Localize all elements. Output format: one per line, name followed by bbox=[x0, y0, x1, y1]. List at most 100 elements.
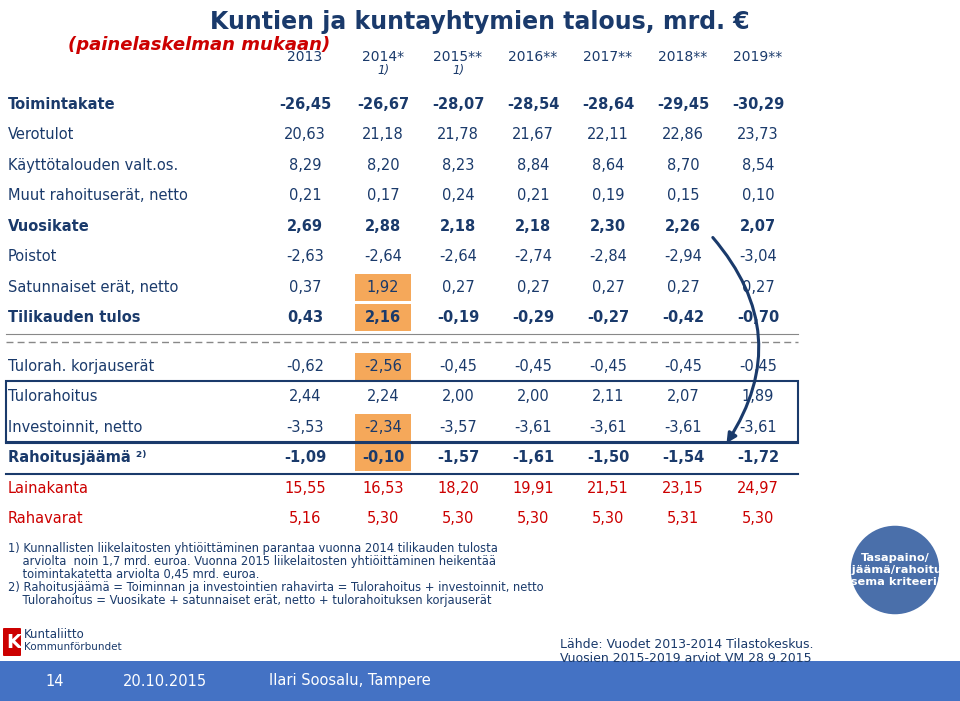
Text: 21,78: 21,78 bbox=[437, 128, 479, 142]
Text: -0,45: -0,45 bbox=[514, 359, 552, 374]
Text: 23,73: 23,73 bbox=[737, 128, 779, 142]
Text: Investoinnit, netto: Investoinnit, netto bbox=[8, 420, 142, 435]
Text: 22,11: 22,11 bbox=[588, 128, 629, 142]
Text: 8,23: 8,23 bbox=[442, 158, 474, 172]
Text: -2,34: -2,34 bbox=[364, 420, 402, 435]
Text: -2,64: -2,64 bbox=[364, 250, 402, 264]
Text: -0,62: -0,62 bbox=[286, 359, 324, 374]
Text: -28,54: -28,54 bbox=[507, 97, 559, 111]
Text: -0,29: -0,29 bbox=[512, 311, 554, 325]
Text: -26,67: -26,67 bbox=[357, 97, 409, 111]
Text: K: K bbox=[6, 632, 21, 651]
Text: 14: 14 bbox=[46, 674, 64, 688]
Text: (painelaskelman mukaan): (painelaskelman mukaan) bbox=[68, 36, 330, 54]
Text: Kuntaliitto: Kuntaliitto bbox=[24, 629, 84, 641]
Text: Tulorahoitus: Tulorahoitus bbox=[8, 389, 98, 404]
Text: -0,70: -0,70 bbox=[737, 311, 780, 325]
Text: -3,04: -3,04 bbox=[739, 250, 777, 264]
Text: 0,27: 0,27 bbox=[742, 280, 775, 294]
Text: -1,72: -1,72 bbox=[737, 450, 780, 465]
Text: 5,16: 5,16 bbox=[289, 511, 322, 526]
Text: Tulorah. korjauserät: Tulorah. korjauserät bbox=[8, 359, 155, 374]
Text: 5,30: 5,30 bbox=[442, 511, 474, 526]
Text: 2013: 2013 bbox=[287, 50, 323, 64]
Text: 16,53: 16,53 bbox=[362, 481, 404, 496]
Text: 2,18: 2,18 bbox=[515, 219, 551, 233]
Bar bbox=[355, 304, 411, 331]
Text: toimintakatetta arviolta 0,45 mrd. euroa.: toimintakatetta arviolta 0,45 mrd. euroa… bbox=[8, 568, 259, 581]
Text: 0,37: 0,37 bbox=[289, 280, 322, 294]
Text: Rahavarat: Rahavarat bbox=[8, 511, 84, 526]
Text: 5,30: 5,30 bbox=[742, 511, 774, 526]
Text: Tulorahoitus = Vuosikate + satunnaiset erät, netto + tulorahoituksen korjauserät: Tulorahoitus = Vuosikate + satunnaiset e… bbox=[8, 594, 492, 607]
Text: 5,30: 5,30 bbox=[591, 511, 624, 526]
Text: 1): 1) bbox=[377, 64, 389, 77]
Text: 2,11: 2,11 bbox=[591, 389, 624, 404]
Text: -28,07: -28,07 bbox=[432, 97, 484, 111]
Text: 8,64: 8,64 bbox=[591, 158, 624, 172]
Text: 2017**: 2017** bbox=[584, 50, 633, 64]
Text: 2016**: 2016** bbox=[509, 50, 558, 64]
Text: 8,84: 8,84 bbox=[516, 158, 549, 172]
Text: -30,29: -30,29 bbox=[732, 97, 784, 111]
Text: 20,63: 20,63 bbox=[284, 128, 325, 142]
Bar bbox=[355, 414, 411, 441]
Text: Satunnaiset erät, netto: Satunnaiset erät, netto bbox=[8, 280, 179, 294]
Text: 18,20: 18,20 bbox=[437, 481, 479, 496]
Text: -3,61: -3,61 bbox=[739, 420, 777, 435]
Text: -1,50: -1,50 bbox=[587, 450, 629, 465]
Text: 0,27: 0,27 bbox=[442, 280, 474, 294]
Text: -2,84: -2,84 bbox=[589, 250, 627, 264]
Text: 0,24: 0,24 bbox=[442, 189, 474, 203]
Text: 0,19: 0,19 bbox=[591, 189, 624, 203]
Text: -1,57: -1,57 bbox=[437, 450, 479, 465]
Text: 2,24: 2,24 bbox=[367, 389, 399, 404]
Text: -3,57: -3,57 bbox=[439, 420, 477, 435]
Text: Kommunförbundet: Kommunförbundet bbox=[24, 642, 122, 652]
Circle shape bbox=[849, 524, 941, 616]
Text: -0,10: -0,10 bbox=[362, 450, 404, 465]
Bar bbox=[355, 444, 411, 471]
Text: 2,16: 2,16 bbox=[365, 311, 401, 325]
Text: -29,45: -29,45 bbox=[657, 97, 709, 111]
Text: 1,92: 1,92 bbox=[367, 280, 399, 294]
Text: -3,53: -3,53 bbox=[286, 420, 324, 435]
Text: Lähde: Vuodet 2013-2014 Tilastokeskus.: Lähde: Vuodet 2013-2014 Tilastokeskus. bbox=[560, 639, 813, 651]
Text: 8,54: 8,54 bbox=[742, 158, 774, 172]
Text: -1,09: -1,09 bbox=[284, 450, 326, 465]
Text: -28,64: -28,64 bbox=[582, 97, 635, 111]
Text: Kuntien ja kuntayhtymien talous, mrd. €: Kuntien ja kuntayhtymien talous, mrd. € bbox=[210, 10, 750, 34]
Text: 2,88: 2,88 bbox=[365, 219, 401, 233]
Text: -0,42: -0,42 bbox=[662, 311, 704, 325]
Text: -0,27: -0,27 bbox=[587, 311, 629, 325]
Text: 21,67: 21,67 bbox=[512, 128, 554, 142]
Text: -26,45: -26,45 bbox=[278, 97, 331, 111]
Text: Käyttötalouden valt.os.: Käyttötalouden valt.os. bbox=[8, 158, 179, 172]
Text: 1,89: 1,89 bbox=[742, 389, 774, 404]
Text: 0,15: 0,15 bbox=[667, 189, 699, 203]
Text: Tasapaino/
alijäämä/rahoitus-
asema kriteeri!!: Tasapaino/ alijäämä/rahoitus- asema krit… bbox=[836, 553, 953, 587]
Text: 1): 1) bbox=[452, 64, 464, 77]
Text: 2015**: 2015** bbox=[433, 50, 483, 64]
Text: 2,18: 2,18 bbox=[440, 219, 476, 233]
Text: -0,45: -0,45 bbox=[664, 359, 702, 374]
Text: -0,19: -0,19 bbox=[437, 311, 479, 325]
Text: 1) Kunnallisten liikelaitosten yhtiöittäminen parantaa vuonna 2014 tilikauden tu: 1) Kunnallisten liikelaitosten yhtiöittä… bbox=[8, 542, 498, 555]
Text: Poistot: Poistot bbox=[8, 250, 58, 264]
Text: 2,07: 2,07 bbox=[666, 389, 700, 404]
Bar bbox=[355, 353, 411, 380]
FancyBboxPatch shape bbox=[3, 628, 21, 656]
Text: 2,44: 2,44 bbox=[289, 389, 322, 404]
Text: 19,91: 19,91 bbox=[513, 481, 554, 496]
Bar bbox=[6, 381, 798, 443]
Text: -0,45: -0,45 bbox=[589, 359, 627, 374]
Text: -2,64: -2,64 bbox=[439, 250, 477, 264]
Text: 20.10.2015: 20.10.2015 bbox=[123, 674, 207, 688]
Text: 2,69: 2,69 bbox=[287, 219, 323, 233]
Text: 8,70: 8,70 bbox=[666, 158, 699, 172]
Bar bbox=[355, 274, 411, 301]
Text: 23,15: 23,15 bbox=[662, 481, 704, 496]
Text: -2,56: -2,56 bbox=[364, 359, 402, 374]
Text: 0,17: 0,17 bbox=[367, 189, 399, 203]
Text: 2018**: 2018** bbox=[659, 50, 708, 64]
